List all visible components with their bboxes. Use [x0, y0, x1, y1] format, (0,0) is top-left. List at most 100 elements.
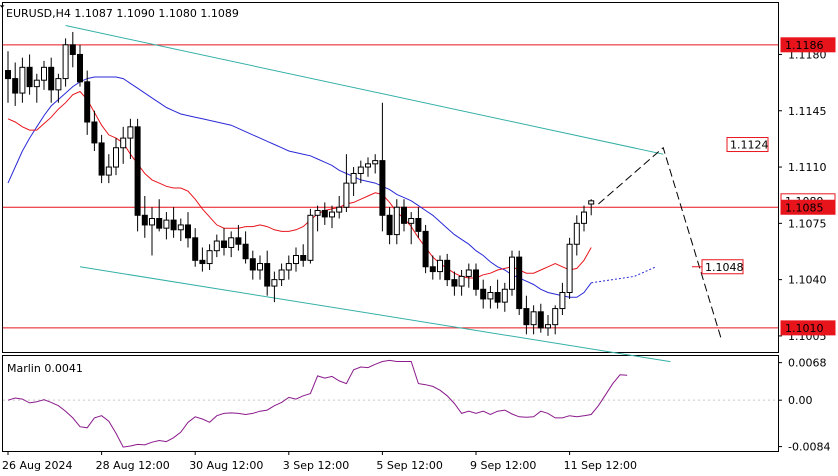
- candle-body: [523, 308, 530, 326]
- candle-body: [465, 269, 472, 277]
- target-label-upper-box: [726, 137, 769, 153]
- candle-body: [343, 182, 350, 208]
- candle-body: [12, 78, 19, 94]
- time-tick-label: 3 Sep 12:00: [283, 459, 349, 472]
- candle-body: [228, 237, 235, 248]
- candle-body: [213, 240, 220, 252]
- moving-averages: [7, 76, 657, 298]
- candle-body: [41, 66, 47, 81]
- candle-body: [451, 279, 458, 287]
- candle-body: [48, 66, 55, 91]
- candle-body: [336, 206, 343, 213]
- candle-body: [177, 224, 184, 231]
- candle-body: [300, 255, 307, 261]
- candle-body: [372, 160, 379, 165]
- candle-body: [458, 275, 465, 287]
- indicator-title: Marlin 0.0041: [7, 362, 83, 375]
- indicator-axis: 0.0068 0.00 -0.0084: [778, 357, 830, 454]
- channel-lower-line: [79, 266, 671, 363]
- symbol-dropdown-icon[interactable]: [0, 5, 5, 8]
- candle-body: [257, 263, 263, 271]
- candle-body: [494, 291, 501, 303]
- candle-body: [307, 214, 314, 261]
- candle-body: [69, 44, 76, 55]
- candle-body: [566, 243, 573, 293]
- candle-body: [329, 211, 335, 218]
- candle-body: [545, 324, 551, 329]
- moving-average-red: [7, 90, 592, 279]
- channel-upper-line: [65, 25, 664, 155]
- time-axis: 26 Aug 2024 28 Aug 12:00 30 Aug 12:00 3 Sep…: [2, 451, 637, 472]
- level-price-label-box: [780, 199, 836, 215]
- candle-body: [581, 211, 587, 224]
- candle-body: [509, 256, 515, 290]
- marlin-line: [7, 359, 628, 448]
- candle-body: [530, 311, 537, 326]
- candle-body: [415, 218, 422, 232]
- candle-body: [429, 266, 436, 273]
- candle-body: [516, 256, 523, 310]
- candle-body: [235, 237, 242, 245]
- candle-body: [134, 126, 141, 216]
- candle-body: [350, 172, 357, 184]
- time-tick-label: 26 Aug 2024: [2, 459, 72, 472]
- level-price-label: 1.1085: [785, 201, 824, 214]
- candle-body: [156, 218, 163, 229]
- candle-body: [537, 311, 544, 329]
- candle-body: [271, 279, 278, 287]
- candle-body: [379, 160, 386, 216]
- candle-body: [285, 263, 292, 271]
- chart-title: EURUSD,H4 1.1087 1.1090 1.1080 1.1089: [6, 7, 239, 20]
- candle-body: [393, 206, 400, 236]
- moving-average-blue-forecast: [591, 266, 657, 284]
- candle-body: [365, 163, 371, 168]
- candle-body: [206, 250, 213, 265]
- candle-body: [19, 66, 26, 94]
- candle-body: [26, 66, 33, 88]
- candle-body: [408, 218, 415, 224]
- trend-channel: [65, 25, 671, 363]
- candle-body: [264, 263, 271, 287]
- candle-body: [487, 291, 494, 300]
- candle-body: [192, 237, 199, 261]
- candle-body: [444, 259, 451, 281]
- candle-body: [480, 288, 487, 300]
- candle-body: [185, 224, 191, 239]
- forecast-dashed-line: [598, 146, 722, 338]
- candle-body: [113, 147, 119, 168]
- candle-body: [242, 243, 249, 260]
- level-price-label-box: [780, 37, 836, 53]
- candle-body: [559, 291, 566, 310]
- candle-body: [386, 214, 393, 236]
- candle-body: [141, 214, 148, 226]
- candle-body: [249, 258, 256, 271]
- time-tick-label: 11 Sep 12:00: [564, 459, 637, 472]
- level-price-label: 1.1186: [785, 39, 824, 52]
- candle-body: [278, 269, 285, 281]
- time-tick-label: 28 Aug 12:00: [96, 459, 170, 472]
- candle-body: [437, 259, 443, 273]
- marlin-oscillator: [3, 359, 778, 448]
- level-price-label-box: [780, 320, 836, 336]
- price-tick-label: 1.1145: [788, 105, 827, 118]
- candle-body: [473, 269, 479, 290]
- candle-body: [293, 255, 299, 265]
- candle-body: [127, 126, 134, 139]
- target-label-lower-box: [701, 259, 744, 275]
- main-chart-frame: [2, 2, 779, 353]
- candle-body: [357, 166, 364, 174]
- candle-body: [501, 288, 508, 303]
- candle-body: [5, 70, 11, 80]
- candle-body: [84, 81, 91, 123]
- candle-body: [588, 200, 595, 205]
- price-tick-label: 1.1075: [788, 217, 827, 230]
- time-tick-label: 30 Aug 12:00: [189, 459, 263, 472]
- candle-body: [199, 259, 206, 265]
- price-tick-label: 1.1110: [788, 161, 827, 174]
- moving-average-blue: [7, 76, 592, 298]
- candle-body: [33, 79, 40, 88]
- candle-body: [170, 219, 177, 231]
- candle-body: [98, 142, 105, 176]
